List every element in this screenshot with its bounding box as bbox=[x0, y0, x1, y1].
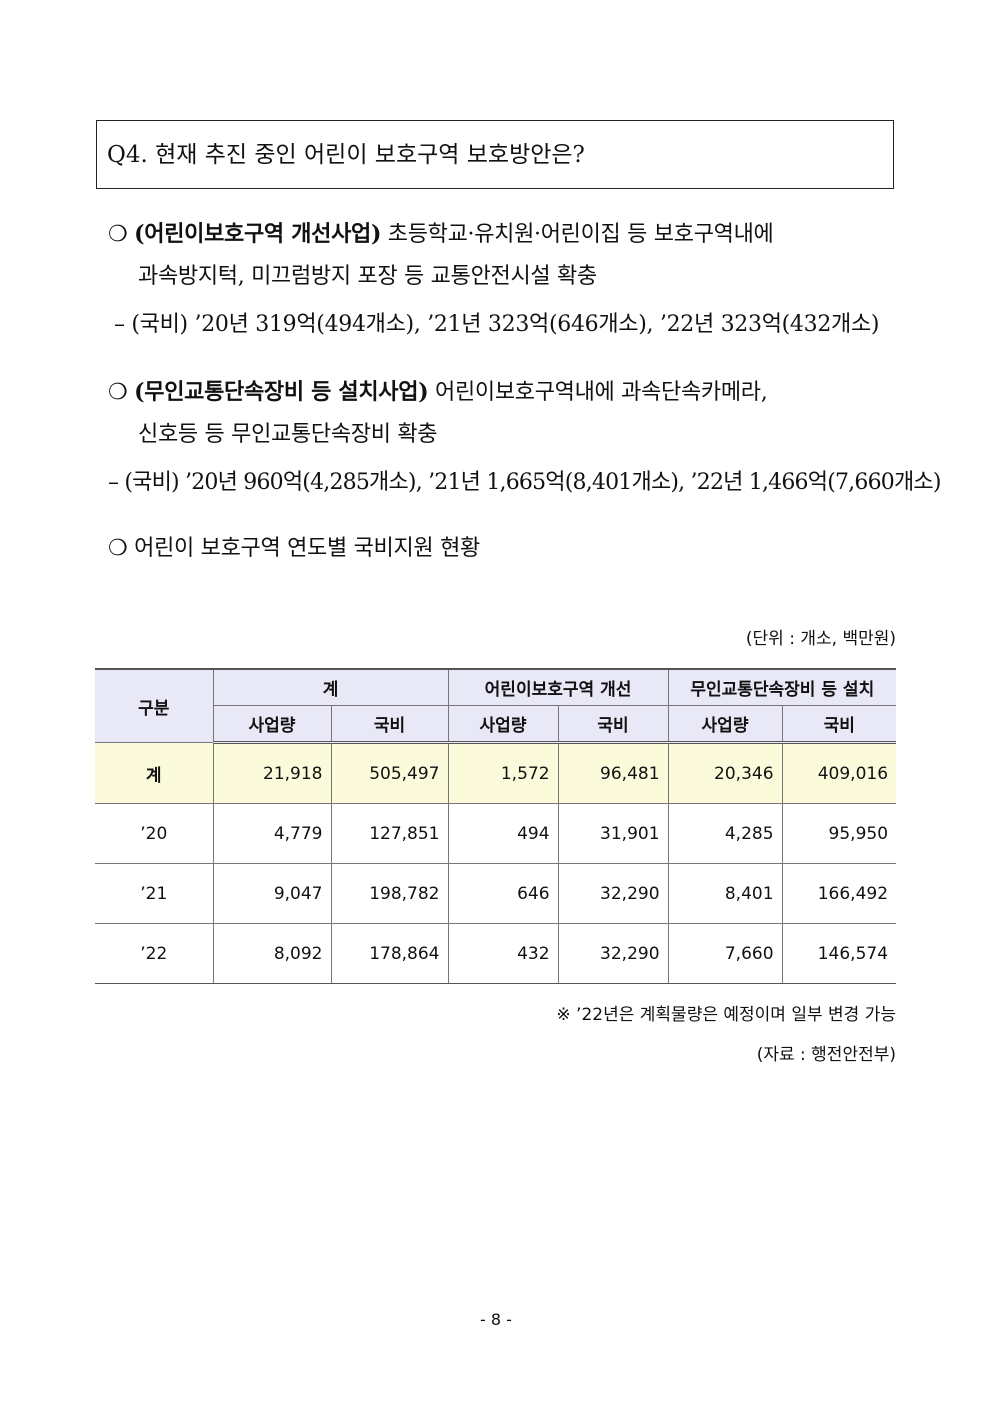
table-row: ’20 4,779 127,851 494 31,901 4,285 95,950 bbox=[95, 803, 897, 864]
table-cell: 1,572 bbox=[447, 742, 559, 804]
bullet-2: ❍ (무인교통단속장비 등 설치사업) 어린이보호구역내에 과속단속카메라, bbox=[108, 374, 768, 406]
table-cell: 166,492 bbox=[781, 863, 897, 924]
bullet-3: ❍ 어린이 보호구역 연도별 국비지원 현황 bbox=[108, 530, 480, 562]
funding-table: 구분 계 어린이보호구역 개선 무인교통단속장비 등 설치 사업량 국비 사업량… bbox=[95, 668, 897, 984]
row-label: ’20 bbox=[95, 803, 214, 864]
subheader: 국비 bbox=[330, 705, 449, 744]
table-cell: 409,016 bbox=[781, 742, 897, 804]
bullet-2-cont: 신호등 등 무인교통단속장비 확충 bbox=[138, 422, 438, 447]
question-box: Q4. 현재 추진 중인 어린이 보호구역 보호방안은? bbox=[96, 120, 894, 189]
table-cell: 8,092 bbox=[212, 923, 332, 984]
bullet-2-sub: – (국비) ’20년 960억(4,285개소), ’21년 1,665억(8… bbox=[108, 470, 941, 495]
table-row: 계 21,918 505,497 1,572 96,481 20,346 409,016 bbox=[95, 742, 897, 804]
circle-bullet-icon: ❍ bbox=[108, 221, 128, 246]
row-label: ’22 bbox=[95, 923, 214, 984]
table-cell: 178,864 bbox=[330, 923, 449, 984]
table-cell: 32,290 bbox=[557, 923, 669, 984]
table-cell: 146,574 bbox=[781, 923, 897, 984]
circle-bullet-icon: ❍ bbox=[108, 379, 128, 404]
bullet-text: 어린이보호구역내에 과속단속카메라, bbox=[428, 380, 768, 405]
bullet-1-sub: – (국비) ’20년 319억(494개소), ’21년 323억(646개소… bbox=[114, 312, 880, 337]
footnote: ※ ’22년은 계획물량은 예정이며 일부 변경 가능 bbox=[556, 1005, 896, 1025]
table-cell: 32,290 bbox=[557, 863, 669, 924]
table-cell: 432 bbox=[447, 923, 559, 984]
table-cell: 96,481 bbox=[557, 742, 669, 804]
table-cell: 9,047 bbox=[212, 863, 332, 924]
subheader: 사업량 bbox=[447, 705, 559, 744]
bullet-text: 초등학교·유치원·어린이집 등 보호구역내에 bbox=[381, 222, 774, 247]
subheader: 국비 bbox=[781, 705, 897, 744]
source-note: (자료 : 행전안전부) bbox=[756, 1045, 896, 1065]
circle-bullet-icon: ❍ bbox=[108, 535, 128, 560]
group-header: 무인교통단속장비 등 설치 bbox=[667, 668, 897, 706]
table-cell: 95,950 bbox=[781, 803, 897, 864]
bullet-title: (무인교통단속장비 등 설치사업) bbox=[134, 379, 429, 405]
table-row: ’21 9,047 198,782 646 32,290 8,401 166,492 bbox=[95, 863, 897, 924]
table-cell: 4,285 bbox=[667, 803, 783, 864]
table-cell: 21,918 bbox=[212, 742, 332, 804]
table-cell: 8,401 bbox=[667, 863, 783, 924]
row-label: 계 bbox=[95, 742, 214, 804]
table-cell: 7,660 bbox=[667, 923, 783, 984]
table-cell: 198,782 bbox=[330, 863, 449, 924]
page-number: - 8 - bbox=[480, 1310, 512, 1329]
table-cell: 4,779 bbox=[212, 803, 332, 864]
row-label: ’21 bbox=[95, 863, 214, 924]
col-label: 구분 bbox=[95, 668, 214, 743]
subheader: 사업량 bbox=[667, 705, 783, 744]
table-cell: 505,497 bbox=[330, 742, 449, 804]
table-cell: 494 bbox=[447, 803, 559, 864]
bullet-1-cont: 과속방지턱, 미끄럼방지 포장 등 교통안전시설 확충 bbox=[138, 264, 597, 289]
unit-label: (단위 : 개소, 백만원) bbox=[745, 629, 896, 649]
table-cell: 646 bbox=[447, 863, 559, 924]
bullet-1: ❍ (어린이보호구역 개선사업) 초등학교·유치원·어린이집 등 보호구역내에 bbox=[108, 216, 774, 248]
subheader: 사업량 bbox=[213, 705, 332, 744]
table-cell: 127,851 bbox=[330, 803, 449, 864]
bullet-text: 어린이 보호구역 연도별 국비지원 현황 bbox=[127, 536, 480, 561]
subheader: 국비 bbox=[557, 705, 669, 744]
table-row: ’22 8,092 178,864 432 32,290 7,660 146,574 bbox=[95, 923, 897, 984]
group-header: 어린이보호구역 개선 bbox=[447, 668, 669, 706]
group-header: 계 bbox=[212, 668, 449, 706]
table-cell: 20,346 bbox=[667, 742, 783, 804]
bullet-title: (어린이보호구역 개선사업) bbox=[134, 221, 382, 247]
table-cell: 31,901 bbox=[557, 803, 669, 864]
